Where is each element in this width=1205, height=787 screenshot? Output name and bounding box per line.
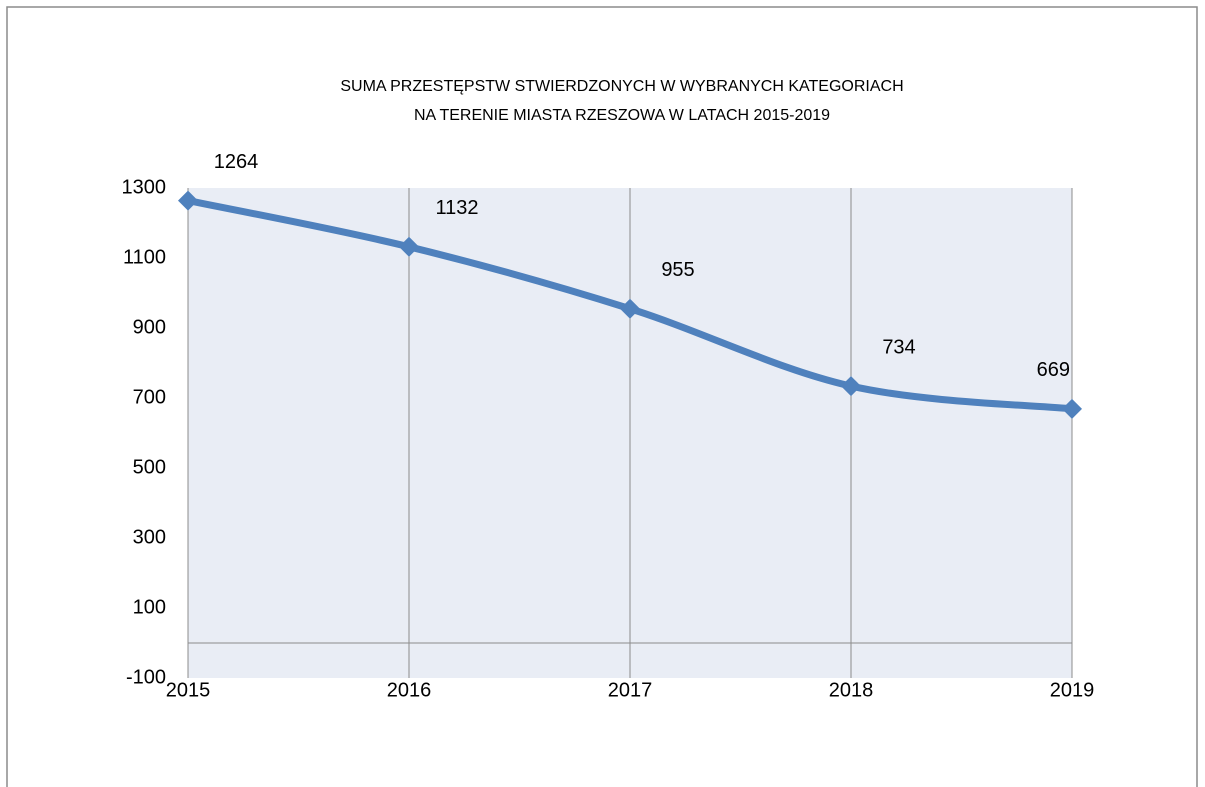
chart-frame — [6, 6, 1198, 787]
data-label: 1264 — [214, 151, 259, 173]
y-tick-label: 1100 — [123, 246, 166, 268]
y-tick-label: 900 — [133, 316, 166, 338]
x-tick-label: 2019 — [1050, 679, 1095, 701]
y-tick-label: 100 — [133, 596, 166, 618]
marker — [178, 190, 198, 211]
data-label: 669 — [1037, 359, 1070, 381]
y-tick-label: -100 — [126, 666, 166, 688]
data-label: 1132 — [435, 197, 478, 219]
chart-title: SUMA PRZESTĘPSTW STWIERDZONYCH W WYBRANY… — [340, 78, 903, 95]
marker — [399, 236, 419, 257]
x-tick-label: 2015 — [166, 679, 211, 701]
x-tick-label: 2018 — [829, 679, 874, 701]
marker — [841, 376, 861, 397]
marker — [620, 298, 640, 319]
chart-title: NA TERENIE MIASTA RZESZOWA W LATACH 2015… — [414, 107, 830, 124]
data-label: 955 — [661, 259, 694, 281]
y-tick-label: 700 — [133, 386, 166, 408]
x-tick-label: 2016 — [387, 679, 432, 701]
y-tick-label: 500 — [133, 456, 166, 478]
y-tick-label: 300 — [133, 526, 166, 548]
y-tick-label: 1300 — [122, 176, 167, 198]
data-label: 734 — [882, 336, 915, 358]
marker — [1062, 398, 1082, 419]
x-tick-label: 2017 — [608, 679, 653, 701]
